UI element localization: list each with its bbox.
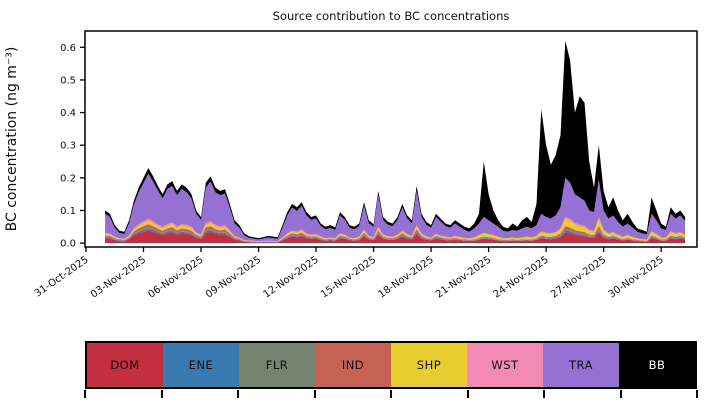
legend-label: WST bbox=[491, 358, 519, 372]
legend-label: DOM bbox=[110, 358, 140, 372]
legend-boundary-tick bbox=[160, 390, 163, 398]
chart-title: Source contribution to BC concentrations bbox=[273, 9, 510, 23]
x-tick-label: 30-Nov-2025 bbox=[607, 254, 666, 300]
legend-label: BB bbox=[648, 358, 666, 372]
legend-label: SHP bbox=[416, 358, 442, 372]
area-layers bbox=[105, 40, 686, 244]
legend-boundary-tick bbox=[84, 390, 86, 398]
area-DOM bbox=[105, 230, 686, 244]
legend-boundary-tick bbox=[390, 390, 392, 398]
legend-boundary-tick bbox=[543, 390, 545, 398]
y-tick-label: 0.4 bbox=[60, 108, 76, 119]
x-tick-label: 15-Nov-2025 bbox=[319, 254, 378, 300]
legend-item-tra: TRA bbox=[543, 343, 619, 387]
y-tick-label: 0.2 bbox=[60, 173, 76, 184]
legend: DOM ENE FLR IND SHP WST TRA BB bbox=[85, 341, 697, 389]
y-tick-label: 0.1 bbox=[60, 206, 76, 217]
legend-item-wst: WST bbox=[467, 343, 543, 387]
legend-label: IND bbox=[341, 358, 365, 372]
legend-boundary-tick bbox=[237, 390, 239, 398]
y-tick-label: 0.3 bbox=[60, 141, 76, 152]
legend-item-dom: DOM bbox=[87, 343, 163, 387]
x-tick-label: 03-Nov-2025 bbox=[89, 254, 148, 300]
legend-boundary-tick bbox=[466, 390, 469, 398]
legend-boundary-tick bbox=[313, 390, 316, 398]
legend-item-ene: ENE bbox=[163, 343, 239, 387]
x-tick-label: 06-Nov-2025 bbox=[146, 254, 205, 300]
legend-item-flr: FLR bbox=[239, 343, 315, 387]
y-tick-label: 0.6 bbox=[60, 43, 76, 54]
y-axis-label: BC concentration (ng m⁻³) bbox=[4, 47, 20, 232]
legend-item-bb: BB bbox=[619, 343, 695, 387]
x-tick-label: 12-Nov-2025 bbox=[261, 254, 320, 300]
x-tick-label: 21-Nov-2025 bbox=[434, 254, 493, 300]
legend-boundary-tick bbox=[619, 390, 622, 398]
x-tick-label: 09-Nov-2025 bbox=[204, 254, 263, 300]
legend-label: ENE bbox=[188, 358, 214, 372]
y-tick-label: 0.0 bbox=[60, 239, 76, 250]
area-BB bbox=[105, 40, 686, 240]
y-tick-label: 0.5 bbox=[60, 75, 76, 86]
x-tick-label: 24-Nov-2025 bbox=[492, 254, 551, 300]
x-tick-label: 31-Oct-2025 bbox=[33, 254, 91, 299]
legend-label: TRA bbox=[569, 358, 593, 372]
legend-boundary-tick bbox=[696, 390, 698, 398]
legend-item-ind: IND bbox=[315, 343, 391, 387]
legend-ticks bbox=[84, 390, 698, 399]
x-tick-label: 27-Nov-2025 bbox=[549, 254, 608, 300]
x-tick-label: 18-Nov-2025 bbox=[377, 254, 436, 300]
legend-item-shp: SHP bbox=[391, 343, 467, 387]
area-TRA bbox=[105, 173, 686, 242]
legend-label: FLR bbox=[265, 358, 289, 372]
area-IND bbox=[105, 224, 686, 243]
area-SHP bbox=[105, 218, 686, 242]
stacked-area-chart: Source contribution to BC concentrations… bbox=[4, 9, 698, 301]
